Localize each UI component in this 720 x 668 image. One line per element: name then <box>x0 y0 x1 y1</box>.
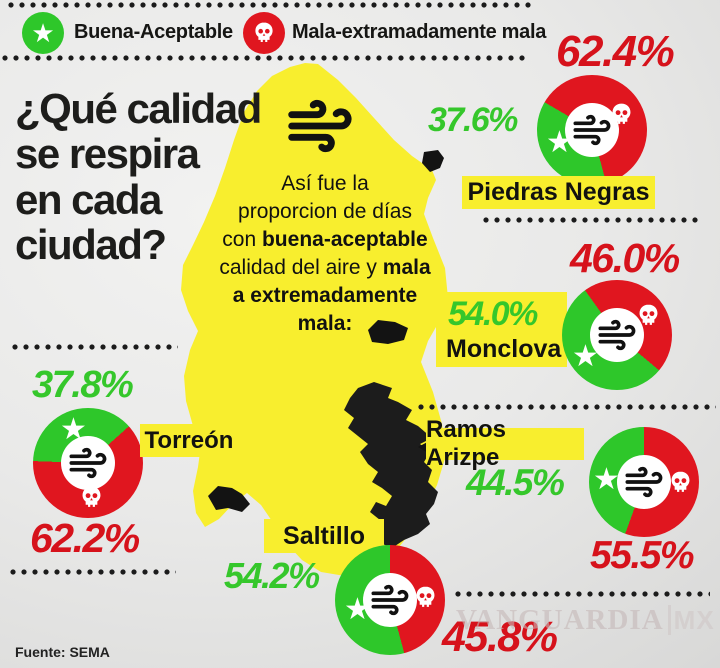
title-line: en cada <box>15 175 162 223</box>
legend-good-icon: ★ <box>22 12 64 54</box>
page-title: ¿Qué calidad se respira en cada ciudad? <box>15 85 262 269</box>
dotted-line-ramos <box>418 404 716 410</box>
map-note-text: calidad del aire y <box>219 255 383 279</box>
title-line: ¿Qué calidad <box>15 85 262 132</box>
pct-good-monclova: 54.0% <box>448 295 538 333</box>
watermark-name: VANGUARDIA <box>456 604 664 636</box>
dotted-line-legend <box>2 55 530 61</box>
city-band-piedras-negras: Piedras Negras <box>462 176 655 209</box>
pie-hub <box>590 308 644 362</box>
map-note-text: buena-aceptable <box>261 227 428 251</box>
legend-bad-icon <box>243 12 285 54</box>
pct-good-saltillo: 54.2% <box>224 555 320 596</box>
pie-piedras-negras: ★ <box>537 75 647 185</box>
dotted-line-torreon <box>10 569 176 575</box>
city-band-ramos-arizpe: Ramos Arizpe <box>426 416 584 471</box>
map-note-text: con <box>222 227 262 251</box>
skull-icon <box>82 486 101 507</box>
dotted-line-top <box>8 2 532 8</box>
city-band-monclova: 54.0% Monclova <box>436 292 568 367</box>
pie-saltillo: ★ <box>335 545 445 655</box>
watermark: VANGUARDIA MX <box>456 604 715 637</box>
map-note: Así fue la proporcion de días con buena-ac… <box>210 170 440 338</box>
legend-bad-label: Mala-extramadamente mala <box>292 21 547 43</box>
watermark-suffix: MX <box>667 605 715 635</box>
map-note-text: proporcion de días <box>238 199 412 223</box>
pct-bad-piedras-negras: 62.4% <box>556 27 675 76</box>
pct-bad-monclova: 46.0% <box>570 235 680 281</box>
title-line: ciudad? <box>15 221 167 269</box>
dotted-line-piedras <box>483 217 700 223</box>
title-line: se respira <box>15 130 200 178</box>
pie-hub <box>363 573 417 627</box>
wind-icon <box>625 466 663 498</box>
map-note-text: a extremadamente <box>232 283 418 307</box>
pie-hub <box>565 103 619 157</box>
map-note-text: Así fue la <box>281 172 369 195</box>
pie-torreon: ★ <box>33 408 143 518</box>
municipality-torreon <box>208 486 250 512</box>
skull-icon <box>416 586 435 607</box>
dotted-line-saltillo <box>455 591 710 597</box>
wind-icon <box>69 447 107 479</box>
municipality-saltillo-ramos <box>344 382 438 548</box>
skull-icon <box>639 304 658 325</box>
source-label: Fuente: SEMA <box>15 644 110 660</box>
pie-ramos-arizpe: ★ <box>589 427 699 537</box>
pct-bad-torreon: 62.2% <box>30 515 140 561</box>
skull-icon <box>671 471 690 492</box>
pie-hub <box>61 436 115 490</box>
star-icon: ★ <box>593 463 620 496</box>
legend-good-label: Buena-Aceptable <box>74 21 233 43</box>
pct-good-piedras-negras: 37.6% <box>428 101 518 139</box>
municipality-piedras-negras <box>422 150 444 172</box>
wind-icon <box>371 584 409 616</box>
municipality-monclova <box>368 320 408 344</box>
skull-icon <box>255 22 273 42</box>
pct-good-torreon: 37.8% <box>32 364 134 406</box>
pct-good-ramos-arizpe: 44.5% <box>466 462 565 503</box>
map-note-text: mala: <box>297 311 353 335</box>
pie-hub <box>617 455 671 509</box>
wind-icon <box>288 99 352 153</box>
wind-icon <box>573 114 611 146</box>
pct-bad-saltillo: 45.8% <box>442 613 558 661</box>
wind-icon <box>598 319 636 351</box>
pie-monclova: ★ <box>562 280 672 390</box>
dotted-line-left <box>12 344 178 350</box>
city-label-monclova: Monclova <box>446 335 562 363</box>
city-band-saltillo: Saltillo <box>264 519 384 553</box>
star-icon: ★ <box>31 18 55 48</box>
skull-icon <box>612 103 631 124</box>
map-note-text: mala <box>382 255 431 279</box>
pct-bad-ramos-arizpe: 55.5% <box>590 534 695 577</box>
city-band-torreon: Torreón <box>140 424 238 457</box>
